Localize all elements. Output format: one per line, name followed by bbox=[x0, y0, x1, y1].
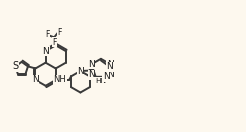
Text: N: N bbox=[32, 76, 39, 84]
Text: N: N bbox=[88, 70, 95, 79]
Text: F: F bbox=[53, 37, 57, 46]
Text: N: N bbox=[42, 47, 49, 56]
Text: HN: HN bbox=[95, 78, 107, 84]
Text: N: N bbox=[103, 72, 110, 81]
Text: F: F bbox=[45, 30, 49, 39]
Text: S: S bbox=[12, 61, 18, 71]
Text: N: N bbox=[77, 67, 84, 76]
Text: NH: NH bbox=[53, 76, 66, 84]
Text: F: F bbox=[57, 28, 62, 37]
Text: N: N bbox=[107, 60, 114, 69]
Text: N: N bbox=[108, 70, 114, 79]
Text: N: N bbox=[88, 60, 95, 69]
Text: N: N bbox=[106, 62, 113, 71]
